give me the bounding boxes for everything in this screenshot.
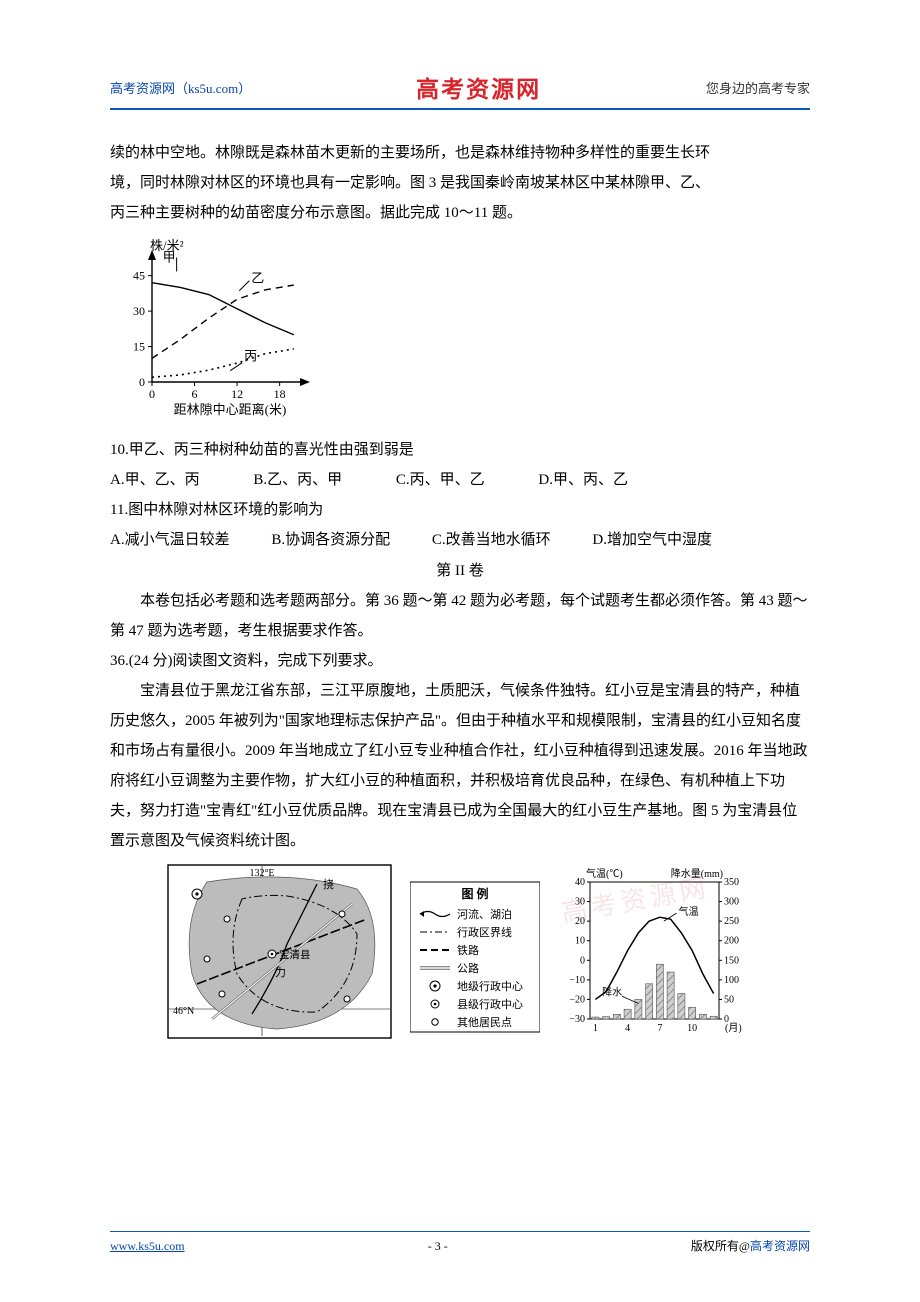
svg-text:18: 18	[274, 387, 286, 401]
svg-text:图 例: 图 例	[461, 886, 488, 901]
q11-option-b: B.协调各资源分配	[271, 525, 390, 555]
svg-text:15: 15	[133, 340, 145, 354]
q11-option-c: C.改善当地水循环	[432, 525, 551, 555]
q10-stem: 10.甲乙、丙三种树种幼苗的喜光性由强到弱是	[110, 435, 810, 465]
section-2-intro-p1: 本卷包括必考题和选考题两部分。第 36 题～第 42 题为必考题，每个试题考生都…	[110, 586, 810, 646]
svg-text:(月): (月)	[725, 1022, 742, 1034]
section-2-intro: 本卷包括必考题和选考题两部分。第 36 题～第 42 题为必考题，每个试题考生都…	[110, 586, 810, 646]
svg-text:丙: 丙	[244, 349, 257, 364]
passage-line-1: 续的林中空地。林隙既是森林苗木更新的主要场所，也是森林维持物种多样性的重要生长环	[110, 138, 810, 168]
svg-text:降水量(mm): 降水量(mm)	[671, 867, 723, 880]
svg-text:−30: −30	[569, 1014, 585, 1025]
svg-text:45: 45	[133, 269, 145, 283]
svg-text:50: 50	[724, 994, 734, 1005]
svg-text:气温: 气温	[679, 905, 699, 918]
svg-text:挠: 挠	[323, 877, 334, 891]
svg-text:350: 350	[724, 877, 739, 888]
svg-text:20: 20	[575, 916, 585, 927]
svg-text:7: 7	[657, 1023, 662, 1034]
svg-text:乙: 乙	[251, 271, 264, 286]
svg-text:行政区界线: 行政区界线	[457, 925, 512, 939]
question-11: 11.图中林隙对林区环境的影响为 A.减小气温日较差 B.协调各资源分配 C.改…	[110, 495, 810, 555]
svg-text:12: 12	[231, 387, 243, 401]
footer-site-link[interactable]: www.ks5u.com	[110, 1239, 185, 1254]
footer-copyright: 版权所有@高考资源网	[691, 1237, 810, 1254]
footer-page-number: - 3 -	[428, 1239, 448, 1254]
header-title: 高考资源网	[416, 70, 541, 104]
page-header: 高考资源网（ks5u.com） 高考资源网 您身边的高考专家	[110, 70, 810, 104]
q11-option-a: A.减小气温日较差	[110, 525, 230, 555]
passage-intro: 续的林中空地。林隙既是森林苗木更新的主要场所，也是森林维持物种多样性的重要生长环…	[110, 138, 810, 228]
q36-stem: 36.(24 分)阅读图文资料，完成下列要求。	[110, 646, 810, 676]
map-legend: 图 例河流、湖泊行政区界线铁路公路地级行政中心县级行政中心其他居民点	[410, 864, 540, 1039]
svg-text:县级行政中心: 县级行政中心	[457, 997, 523, 1011]
svg-text:铁路: 铁路	[457, 944, 479, 957]
question-10: 10.甲乙、丙三种树种幼苗的喜光性由强到弱是 A.甲、乙、丙 B.乙、丙、甲 C…	[110, 435, 810, 495]
q10-option-a: A.甲、乙、丙	[110, 465, 200, 495]
q10-option-d: D.甲、丙、乙	[538, 465, 628, 495]
svg-text:250: 250	[724, 916, 739, 927]
page-footer: www.ks5u.com - 3 - 版权所有@高考资源网	[110, 1237, 810, 1254]
svg-text:4: 4	[625, 1023, 630, 1034]
baoqing-location-map: 132°E46°N挠力宝清县	[167, 864, 392, 1039]
svg-text:0: 0	[139, 375, 145, 389]
svg-text:6: 6	[192, 387, 198, 401]
svg-text:30: 30	[575, 897, 585, 908]
svg-text:0: 0	[149, 387, 155, 401]
svg-text:40: 40	[575, 877, 585, 888]
passage-line-2: 境，同时林隙对林区的环境也具有一定影响。图 3 是我国秦岭南坡某林区中某林隙甲、…	[110, 168, 810, 198]
svg-text:100: 100	[724, 975, 739, 986]
q36-passage: 宝清县位于黑龙江省东部，三江平原腹地，土质肥沃，气候条件独特。红小豆是宝清县的特…	[110, 676, 810, 856]
q11-options: A.减小气温日较差 B.协调各资源分配 C.改善当地水循环 D.增加空气中湿度	[110, 525, 810, 555]
header-site-left: 高考资源网（ks5u.com）	[110, 78, 251, 97]
svg-text:宝清县: 宝清县	[279, 948, 311, 961]
svg-text:甲: 甲	[163, 249, 176, 264]
svg-text:−10: −10	[569, 975, 585, 986]
question-36: 36.(24 分)阅读图文资料，完成下列要求。 宝清县位于黑龙江省东部，三江平原…	[110, 646, 810, 856]
seedling-density-chart: 0153045061218株/米²距林隙中心距离(米)甲乙丙	[110, 238, 810, 423]
svg-text:46°N: 46°N	[173, 1006, 194, 1017]
svg-text:距林隙中心距离(米): 距林隙中心距离(米)	[174, 402, 287, 417]
header-slogan: 您身边的高考专家	[706, 78, 810, 97]
svg-text:30: 30	[133, 304, 145, 318]
header-divider	[110, 108, 810, 110]
footer-right-prefix: 版权所有@	[691, 1239, 750, 1253]
q11-stem: 11.图中林隙对林区环境的影响为	[110, 495, 810, 525]
svg-text:150: 150	[724, 955, 739, 966]
svg-text:气温(℃): 气温(℃)	[586, 867, 623, 880]
svg-text:降水: 降水	[602, 986, 622, 999]
svg-text:公路: 公路	[457, 962, 479, 975]
passage-line-3: 丙三种主要树种的幼苗密度分布示意图。据此完成 10～11 题。	[110, 198, 810, 228]
q10-options: A.甲、乙、丙 B.乙、丙、甲 C.丙、甲、乙 D.甲、丙、乙	[110, 465, 810, 495]
svg-text:1: 1	[593, 1023, 598, 1034]
svg-text:10: 10	[687, 1023, 697, 1034]
svg-text:地级行政中心: 地级行政中心	[457, 979, 523, 993]
svg-text:河流、湖泊: 河流、湖泊	[457, 907, 512, 921]
climate-chart: −30−20−100102030400501001502002503003501…	[558, 864, 753, 1039]
figure-5: 132°E46°N挠力宝清县 图 例河流、湖泊行政区界线铁路公路地级行政中心县级…	[110, 864, 810, 1039]
svg-text:0: 0	[580, 955, 585, 966]
svg-text:200: 200	[724, 936, 739, 947]
section-2-title: 第 II 卷	[110, 559, 810, 580]
svg-text:其他居民点: 其他居民点	[457, 1016, 512, 1029]
svg-text:力: 力	[275, 966, 286, 979]
svg-text:−20: −20	[569, 994, 585, 1005]
q10-option-b: B.乙、丙、甲	[253, 465, 342, 495]
svg-text:300: 300	[724, 897, 739, 908]
footer-right-brand: 高考资源网	[750, 1239, 810, 1253]
svg-text:10: 10	[575, 936, 585, 947]
footer-divider	[110, 1231, 810, 1233]
q11-option-d: D.增加空气中湿度	[592, 525, 712, 555]
q10-option-c: C.丙、甲、乙	[396, 465, 485, 495]
